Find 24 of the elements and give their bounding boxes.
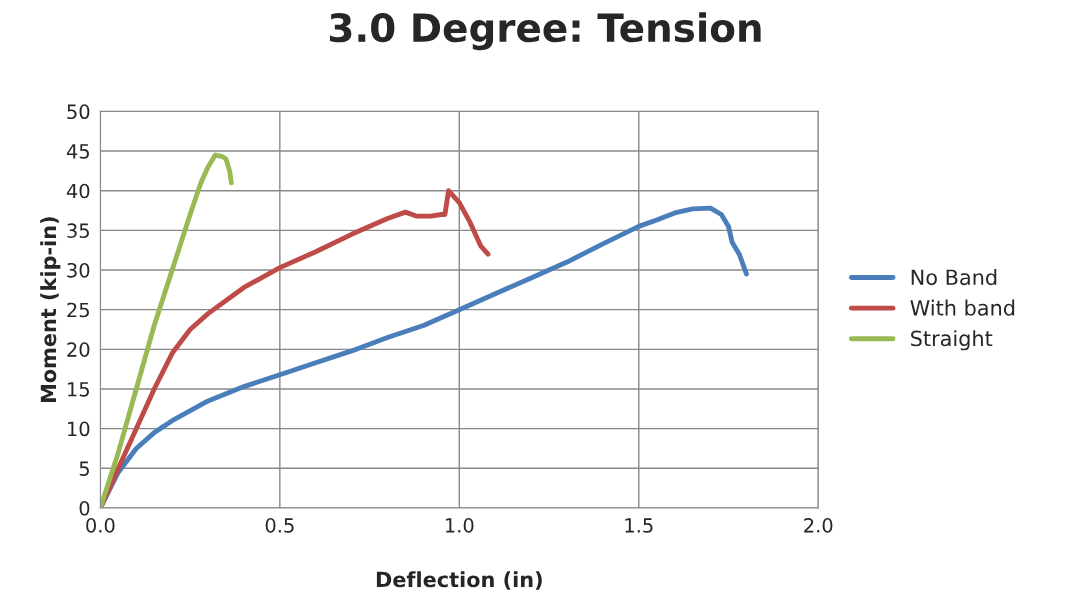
legend-label: Straight [911, 330, 993, 351]
line-series [100, 152, 234, 508]
y-tick-label: 50 [67, 104, 90, 120]
y-tick-label: 30 [67, 262, 90, 278]
y-axis-title: Moment (kip-in) [40, 217, 61, 403]
line-series [100, 188, 491, 508]
x-axis-title: Deflection (in) [376, 571, 542, 590]
y-tick-label: 45 [66, 144, 89, 159]
x-tick-label: 1.0 [445, 518, 474, 533]
x-tick-label: 1.5 [625, 518, 653, 533]
legend-label: With band [910, 299, 1015, 316]
y-tick-label: 20 [67, 342, 90, 357]
y-tick-label: 5 [79, 461, 89, 476]
y-tick-label: 0 [79, 500, 90, 516]
x-tick-label: 0.5 [265, 518, 294, 533]
y-tick-label: 40 [66, 183, 90, 199]
x-tick-label: 2.0 [804, 518, 833, 533]
legend-label: No Band [911, 269, 997, 286]
y-tick-label: 25 [67, 302, 89, 318]
chart-title: 3.0 Degree: Tension [329, 12, 761, 51]
x-tick-label: 0.0 [86, 518, 115, 533]
y-tick-label: 15 [68, 382, 89, 397]
y-tick-label: 10 [68, 421, 90, 437]
y-tick-label: 35 [67, 223, 89, 239]
